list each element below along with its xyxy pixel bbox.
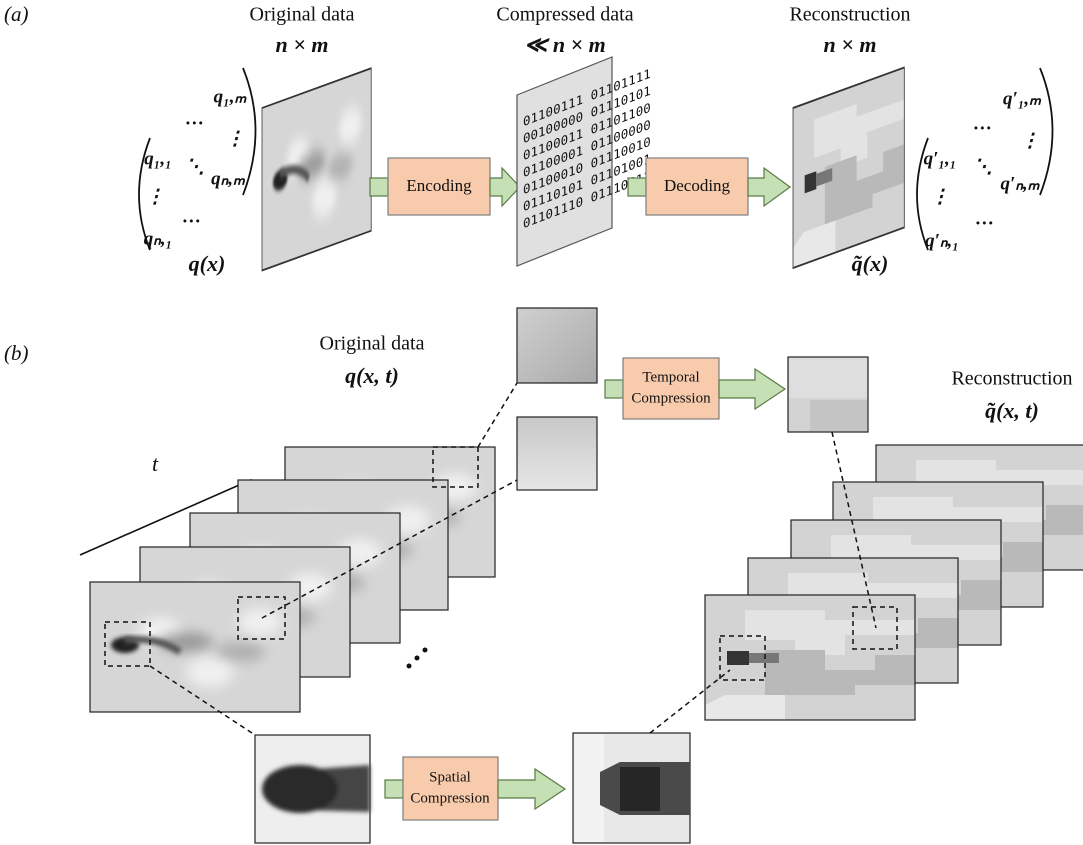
matrix-entry: … [186, 108, 205, 129]
matrix-entry: q′₁,ₘ [1003, 88, 1042, 109]
frame [704, 594, 916, 721]
matrix-entry: ⋮ [1021, 130, 1040, 151]
temporal-label: Compression [631, 390, 711, 406]
compressed-image: 01100111 01101111 00100000 01110101 0110… [516, 56, 651, 267]
field [793, 67, 905, 268]
original-image [262, 68, 371, 270]
matrix-entry: q₁,₁ [144, 148, 172, 169]
original-symbol: q(x) [189, 251, 226, 276]
reconstruction-stack [704, 444, 1083, 721]
original-title: Original data [320, 333, 425, 355]
patch [516, 416, 598, 491]
panel-label: (a) [4, 2, 29, 26]
dashed-link [261, 479, 518, 619]
bracket [242, 67, 257, 196]
connector [604, 379, 624, 399]
matrix-entry: ⋮ [931, 186, 950, 207]
matrix-entry: qₙ,ₘ [211, 168, 246, 189]
reconstruction-title: Reconstruction [951, 368, 1072, 390]
patch-block [574, 734, 604, 842]
cylinder [262, 765, 338, 813]
matrix-entry: ⋱ [186, 156, 205, 177]
matrix-entry: qₙ,₁ [144, 228, 172, 249]
frame [792, 66, 905, 270]
arrow [489, 166, 521, 208]
snapshot [704, 594, 916, 721]
dashed-region [237, 596, 286, 640]
patch [254, 734, 371, 844]
encoding-label: Encoding [406, 176, 472, 195]
reconstruction-title: Reconstruction [789, 4, 910, 26]
reconstruction-image [792, 66, 905, 270]
matrix-entry: … [183, 206, 202, 227]
ellipsis-dot [422, 647, 428, 653]
field [90, 582, 300, 712]
matrix-entry: ⋮ [226, 128, 245, 149]
dashed-link [149, 665, 256, 736]
temporal-box [622, 357, 720, 420]
patch [516, 307, 598, 384]
spatial-box [402, 756, 499, 821]
original-symbol: q(x, t) [345, 363, 399, 388]
bracket [138, 137, 151, 251]
reconstruction-symbol: q̃(x) [852, 251, 889, 276]
matrix-entry: … [976, 208, 995, 229]
matrix-entry: ⋱ [974, 156, 993, 177]
decoding-label: Decoding [664, 176, 731, 195]
patch-block [810, 400, 867, 431]
dashed-link [649, 669, 731, 734]
matrix-entry: q′ₙ,ₘ [1000, 173, 1040, 194]
dashed-region [104, 621, 151, 667]
dashed-region [432, 446, 479, 488]
matrix-entry: ⋮ [146, 186, 165, 207]
panel-label: (b) [4, 341, 29, 365]
time-label: t [152, 451, 159, 476]
ellipsis-dot [414, 655, 420, 661]
original-title: Original data [250, 4, 355, 26]
field [262, 68, 371, 270]
reconstruction-matrix: q′₁,₁ … q′₁,ₘ ⋮ ⋱ ⋮ q′ₙ,₁ … q′ₙ,ₘ [916, 67, 1054, 251]
encoding-box [387, 157, 491, 216]
dashed-link [831, 431, 877, 629]
arrow [497, 767, 567, 811]
snapshot [90, 582, 300, 712]
spatial-label: Spatial [429, 769, 471, 785]
ellipsis-dot [406, 663, 412, 669]
bracket [916, 137, 929, 251]
reconstruction-symbol: q̃(x, t) [985, 398, 1039, 423]
reconstruction-size: n × m [824, 32, 877, 57]
compressed-title: Compressed data [496, 4, 633, 26]
matrix-entry: q₁,ₘ [214, 86, 248, 107]
original-stack [90, 447, 495, 712]
dashed-link [477, 382, 518, 448]
spatial-label: Compression [410, 790, 490, 806]
dashed-region [719, 635, 766, 681]
field [705, 595, 915, 720]
original-size: n × m [276, 32, 329, 57]
original-matrix: q₁,₁ … q₁,ₘ ⋮ ⋱ ⋮ qₙ,₁ … qₙ,ₘ [138, 67, 257, 251]
frame [261, 67, 372, 272]
connector [384, 779, 404, 799]
compressed-size: ≪ n × m [524, 32, 605, 57]
cylinder [620, 767, 660, 811]
patch-block [789, 358, 867, 398]
matrix-entry: q′₁,₁ [924, 148, 957, 169]
patch [787, 356, 869, 433]
frame [516, 56, 613, 267]
time-arrow [79, 481, 247, 556]
patch [572, 732, 691, 844]
connector [369, 177, 389, 197]
bracket [1039, 67, 1054, 196]
connector [627, 177, 647, 197]
matrix-entry: … [974, 113, 993, 134]
frame [89, 581, 301, 713]
dashed-region [852, 606, 898, 650]
matrix-entry: q′ₙ,₁ [925, 230, 959, 251]
arrow [718, 367, 787, 411]
temporal-label: Temporal [642, 369, 699, 385]
arrow [747, 166, 792, 208]
